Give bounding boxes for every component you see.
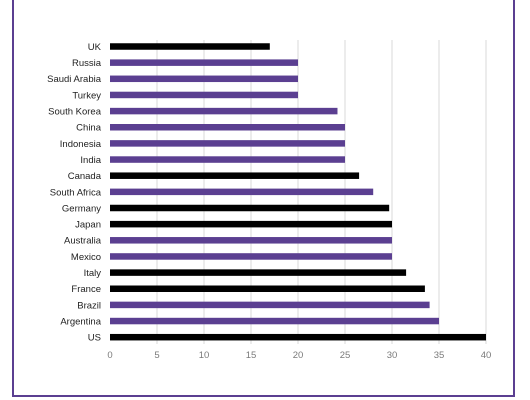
category-label-us: US bbox=[88, 333, 101, 344]
category-label-mexico: Mexico bbox=[71, 252, 101, 263]
category-label-turkey: Turkey bbox=[72, 90, 101, 101]
bar-russia bbox=[110, 59, 298, 66]
category-label-germany: Germany bbox=[62, 203, 101, 214]
x-tick-label-40: 40 bbox=[481, 350, 492, 361]
bar-turkey bbox=[110, 91, 298, 99]
category-label-argentina: Argentina bbox=[60, 316, 101, 327]
x-tick-label-35: 35 bbox=[434, 350, 445, 361]
bar-japan bbox=[110, 220, 392, 228]
x-tick-label-30: 30 bbox=[387, 350, 398, 361]
bar-mexico bbox=[110, 253, 392, 260]
bar-south-korea bbox=[110, 107, 338, 115]
bar-italy bbox=[110, 269, 407, 276]
category-label-japan: Japan bbox=[75, 220, 101, 231]
category-label-russia: Russia bbox=[72, 58, 102, 69]
category-label-uk: UK bbox=[88, 42, 102, 53]
bar-brazil bbox=[110, 301, 430, 309]
category-label-china: China bbox=[76, 123, 102, 134]
x-tick-label-0: 0 bbox=[107, 350, 112, 361]
chart-frame bbox=[12, 0, 515, 397]
bar-germany bbox=[110, 204, 390, 212]
bar-uk bbox=[110, 43, 270, 50]
category-label-indonesia: Indonesia bbox=[60, 139, 102, 150]
bar-france bbox=[110, 285, 425, 292]
x-tick-label-20: 20 bbox=[293, 350, 304, 361]
category-label-saudi-arabia: Saudi Arabia bbox=[47, 74, 102, 85]
x-axis-tick-labels: 0 5 10 15 20 25 30 35 40 bbox=[107, 350, 491, 361]
category-label-brazil: Brazil bbox=[77, 300, 101, 311]
category-label-canada: Canada bbox=[68, 171, 102, 182]
x-tick-label-10: 10 bbox=[199, 350, 210, 361]
category-labels: UK Russia Saudi Arabia Turkey South Korea Chi… bbox=[47, 42, 102, 344]
category-label-australia: Australia bbox=[64, 236, 102, 247]
category-label-france: France bbox=[71, 284, 101, 295]
category-label-south-korea: South Korea bbox=[48, 107, 102, 118]
bars bbox=[110, 43, 486, 341]
bar-canada bbox=[110, 172, 360, 179]
category-label-south-africa: South Africa bbox=[50, 187, 102, 198]
category-label-italy: Italy bbox=[84, 268, 102, 279]
x-tick-label-5: 5 bbox=[154, 350, 159, 361]
bar-south-africa bbox=[110, 188, 374, 196]
x-tick-label-15: 15 bbox=[246, 350, 257, 361]
x-tick-label-25: 25 bbox=[340, 350, 351, 361]
bar-indonesia bbox=[110, 140, 345, 147]
category-label-india: India bbox=[80, 155, 101, 166]
bar-argentina bbox=[110, 317, 439, 325]
bar-india bbox=[110, 156, 345, 163]
bar-australia bbox=[110, 237, 392, 244]
bar-us bbox=[110, 333, 486, 341]
bar-china bbox=[110, 124, 345, 131]
bar-saudi-arabia bbox=[110, 75, 298, 83]
